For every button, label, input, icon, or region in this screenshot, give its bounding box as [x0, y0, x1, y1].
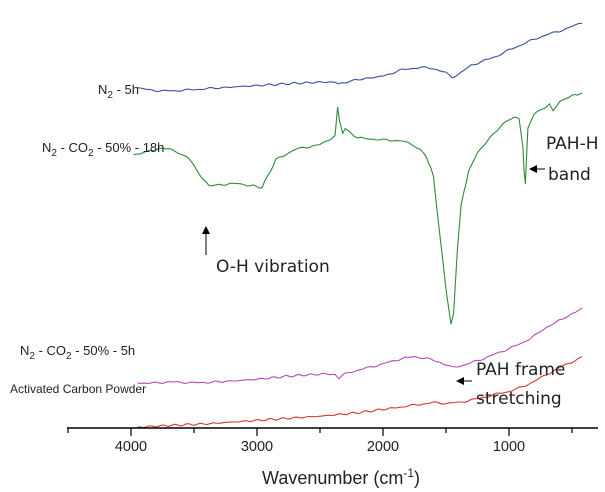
- series-label-activated-carbon: Activated Carbon Powder: [10, 382, 146, 396]
- annotation-stretching: stretching: [476, 389, 562, 409]
- x-axis: 4000 3000 2000 1000: [67, 427, 598, 455]
- series-label-n2-5h: N2 - 5h: [98, 82, 139, 101]
- series-line-1: [133, 92, 583, 325]
- annotation-oh-vibration: O-H vibration: [216, 257, 330, 277]
- annotation-band: band: [548, 165, 591, 185]
- series-label-n2-co2-18h: N2 - CO2 - 50% - 18h: [42, 140, 164, 159]
- x-axis-title: Wavenumber (cm-1): [262, 466, 420, 488]
- annotations: O-H vibration PAH-H band PAH frame stret…: [202, 134, 599, 409]
- series-label-n2-co2-5h: N2 - CO2 - 50% - 5h: [20, 343, 135, 362]
- series-labels: N2 - 5h N2 - CO2 - 50% - 18h N2 - CO2 - …: [10, 82, 164, 396]
- x-tick-label: 3000: [241, 439, 273, 455]
- x-tick-label: 1000: [493, 439, 525, 455]
- x-tick-label: 4000: [115, 439, 147, 455]
- annotation-pah-h: PAH-H: [546, 134, 599, 154]
- pah-h-arrow-head: [529, 165, 537, 173]
- annotation-pah-frame: PAH frame: [476, 360, 565, 380]
- x-tick-label: 2000: [367, 439, 399, 455]
- pah-frame-arrow-head: [456, 377, 464, 385]
- series-line-2: [137, 307, 583, 385]
- oh-arrow-head: [202, 226, 210, 234]
- series-layer: [133, 22, 583, 429]
- series-line-0: [137, 22, 583, 93]
- series-line-3: [137, 356, 583, 429]
